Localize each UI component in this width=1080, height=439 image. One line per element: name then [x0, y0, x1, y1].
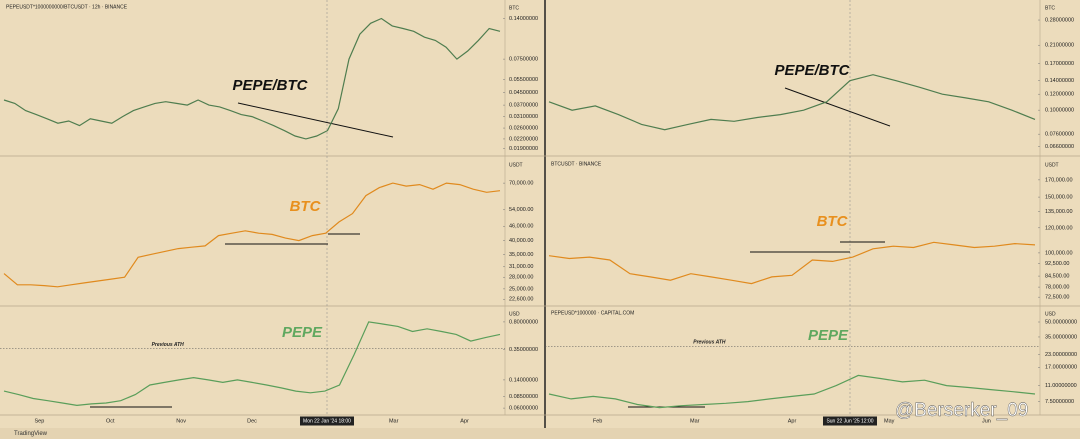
y-tick-label: 0.14000000	[509, 377, 538, 383]
price-line	[3, 321, 501, 407]
y-tick-label: 0.06000000	[509, 406, 538, 412]
y-tick-label: 92,500.00	[1045, 261, 1069, 267]
y-tick-label: 0.01900000	[509, 146, 538, 152]
x-tick-label: Feb	[593, 418, 602, 424]
y-tick-label: 0.06600000	[1045, 144, 1074, 150]
watermark: @Berserker_09	[895, 400, 1028, 421]
y-tick-label: 0.04500000	[509, 90, 538, 96]
y-tick-label: 28,000.00	[509, 275, 533, 281]
y-tick-label: 0.07600000	[1045, 132, 1074, 138]
y-tick-label: 0.14000000	[1045, 78, 1074, 84]
y-tick-label: 35,000.00	[509, 252, 533, 258]
axis-unit: BTC	[509, 5, 519, 11]
annotation: PEPE/BTC	[774, 62, 850, 79]
y-tick-label: 31,000.00	[509, 264, 533, 270]
trend-line	[784, 87, 891, 127]
y-tick-label: 23.00000000	[1045, 352, 1077, 358]
annotation: BTC	[817, 213, 849, 230]
y-tick-label: 25,000.00	[509, 286, 533, 292]
brand: TradingView	[14, 431, 48, 437]
x-tick-label: Apr	[460, 418, 469, 424]
x-tick-label: Nov	[176, 418, 186, 424]
axis-unit: USDT	[509, 162, 523, 168]
y-tick-label: 70,000.00	[509, 181, 533, 187]
y-tick-label: 0.07500000	[509, 57, 538, 63]
annotation: PEPE	[808, 327, 849, 344]
annotation: BTC	[290, 198, 322, 215]
y-tick-label: 40,000.00	[509, 238, 533, 244]
y-tick-label: 22,600.00	[509, 297, 533, 303]
pane-header: PEPEUSD*1000000 · CAPITAL.COM	[551, 310, 634, 316]
y-tick-label: 50.00000000	[1045, 319, 1077, 325]
price-line	[548, 74, 1036, 131]
x-tick-label: Dec	[247, 418, 257, 424]
annotation: PEPE	[282, 324, 323, 341]
y-tick-label: 0.14000000	[509, 16, 538, 22]
y-tick-label: 54,000.00	[509, 207, 533, 213]
pane-header: PEPEUSDT*1000000000/BTCUSDT · 12h · BINA…	[6, 4, 128, 10]
x-tick-label: May	[884, 418, 895, 424]
y-tick-label: 0.17000000	[1045, 61, 1074, 67]
y-tick-label: 7.50000000	[1045, 399, 1074, 405]
y-tick-label: 170,000.00	[1045, 177, 1073, 183]
x-tick-label: Sep	[35, 418, 45, 424]
y-tick-label: 35.00000000	[1045, 334, 1077, 340]
y-tick-label: 0.35000000	[509, 347, 538, 353]
y-tick-label: 0.03100000	[509, 114, 538, 120]
crosshair-label-bg	[300, 416, 354, 426]
annotation: PEPE/BTC	[232, 77, 308, 94]
x-tick-label: Jun	[982, 418, 991, 424]
footer-bar	[0, 428, 1080, 439]
y-tick-label: 0.05500000	[509, 77, 538, 83]
pane-header: BTCUSDT · BINANCE	[551, 161, 602, 167]
y-tick-label: 11.00000000	[1045, 383, 1077, 389]
y-tick-label: 0.12000000	[1045, 92, 1074, 98]
x-tick-label: Apr	[788, 418, 797, 424]
y-tick-label: 78,000.00	[1045, 285, 1069, 291]
x-tick-label: Mar	[389, 418, 399, 424]
y-tick-label: 17.00000000	[1045, 365, 1077, 371]
crosshair-label: Sun 22 Jun '25 12:00	[826, 418, 873, 424]
crosshair-label: Mon 22 Jan '24 18:00	[303, 418, 351, 424]
y-tick-label: 0.02600000	[509, 126, 538, 132]
trend-line	[237, 102, 394, 138]
y-tick-label: 0.10000000	[1045, 108, 1074, 114]
axis-unit: USD	[509, 311, 520, 317]
y-tick-label: 135,000.00	[1045, 209, 1073, 215]
x-tick-label: Mar	[690, 418, 700, 424]
y-tick-label: 0.28000000	[1045, 17, 1074, 23]
price-line	[3, 182, 501, 288]
price-line	[548, 241, 1036, 285]
axis-unit: USDT	[1045, 162, 1059, 168]
y-tick-label: 0.02200000	[509, 136, 538, 142]
axis-unit: BTC	[1045, 5, 1055, 11]
reference-label: Previous ATH	[693, 340, 726, 346]
y-tick-label: 0.08500000	[509, 394, 538, 400]
y-tick-label: 72,500.00	[1045, 295, 1069, 301]
crosshair-label-bg	[823, 416, 877, 426]
y-tick-label: 150,000.00	[1045, 195, 1073, 201]
y-tick-label: 0.03700000	[509, 103, 538, 109]
reference-label: Previous ATH	[152, 342, 185, 348]
axis-unit: USD	[1045, 311, 1056, 317]
price-line	[3, 17, 501, 140]
y-tick-label: 100,000.00	[1045, 250, 1073, 256]
x-tick-label: Oct	[106, 418, 115, 424]
y-tick-label: 120,000.00	[1045, 225, 1073, 231]
y-tick-label: 84,500.00	[1045, 274, 1069, 280]
y-tick-label: 0.21000000	[1045, 43, 1074, 49]
y-tick-label: 0.80000000	[509, 319, 538, 325]
price-line	[548, 374, 1036, 409]
y-tick-label: 46,000.00	[509, 224, 533, 230]
